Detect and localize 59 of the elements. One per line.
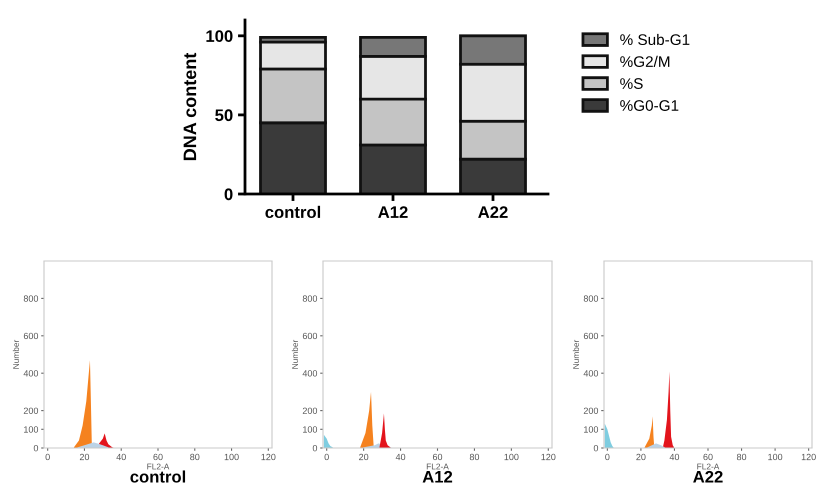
y-tick-label: 600 [302, 332, 318, 340]
y-tick-label: 0 [34, 444, 38, 452]
x-tick-label: 0 [605, 454, 610, 460]
y-tick-label: 200 [584, 408, 598, 414]
y-tick-label: 200 [24, 408, 38, 414]
x-tick-label: 0 [324, 454, 329, 460]
x-tick-label: 100 [224, 454, 239, 460]
legend-label: %G0-G1 [620, 100, 678, 111]
x-tick-label: 40 [116, 454, 126, 460]
y-axis-title: DNA content [184, 52, 196, 160]
y-tick-label: 400 [302, 370, 318, 377]
y-tick-label: 600 [24, 332, 38, 340]
y-tick-label: 0 [224, 188, 233, 200]
text: A22 [693, 470, 723, 483]
legend-label: % Sub-G1 [620, 34, 690, 46]
y-tick-label: 100 [584, 426, 598, 433]
x-axis-title: FL2-A [426, 464, 449, 470]
x-tick-label: 20 [636, 454, 646, 460]
x-tick-label: 60 [703, 454, 713, 460]
x-tick-label: 120 [261, 454, 276, 460]
y-axis-title: Number [572, 340, 579, 369]
x-tick-label: 40 [396, 454, 406, 460]
x-tick-label: 120 [541, 454, 556, 460]
y-axis-title: Number [292, 340, 298, 369]
text: control [130, 470, 186, 483]
x-tick-label: 100 [768, 454, 782, 460]
y-tick-label: 0 [594, 444, 598, 452]
y-axis-title: Number [12, 340, 19, 369]
x-tick-label: 80 [736, 454, 746, 460]
y-tick-label: 200 [302, 408, 318, 414]
x-tick-label: 60 [432, 454, 442, 460]
x-tick-label: A22 [478, 206, 508, 218]
x-tick-label: 80 [470, 454, 480, 460]
y-tick-label: 0 [312, 444, 318, 452]
y-tick-label: 100 [206, 30, 233, 42]
y-tick-label: 100 [24, 426, 38, 433]
x-tick-label: 60 [153, 454, 163, 460]
x-tick-label: control [265, 206, 320, 218]
y-tick-label: 600 [584, 332, 598, 340]
x-tick-label: 0 [46, 454, 50, 460]
y-tick-label: 400 [584, 370, 598, 377]
x-tick-label: 20 [80, 454, 90, 460]
y-tick-label: 800 [24, 295, 38, 302]
x-tick-label: A12 [378, 206, 408, 218]
x-tick-label: 80 [190, 454, 200, 460]
x-axis-title: FL2-A [697, 464, 720, 470]
x-tick-label: 120 [802, 454, 816, 460]
x-axis-title: FL2-A [147, 464, 170, 470]
y-tick-label: 400 [24, 370, 38, 377]
legend-label: %G2/M [620, 56, 670, 68]
text: A12 [422, 470, 452, 483]
legend-label: %S [620, 78, 643, 89]
y-tick-label: 100 [303, 426, 318, 433]
y-tick-label: 800 [302, 295, 318, 302]
x-tick-label: 100 [504, 454, 519, 460]
y-tick-label: 50 [215, 109, 233, 122]
y-tick-label: 800 [584, 295, 598, 302]
x-tick-label: 20 [359, 454, 368, 460]
x-tick-label: 40 [670, 454, 680, 460]
